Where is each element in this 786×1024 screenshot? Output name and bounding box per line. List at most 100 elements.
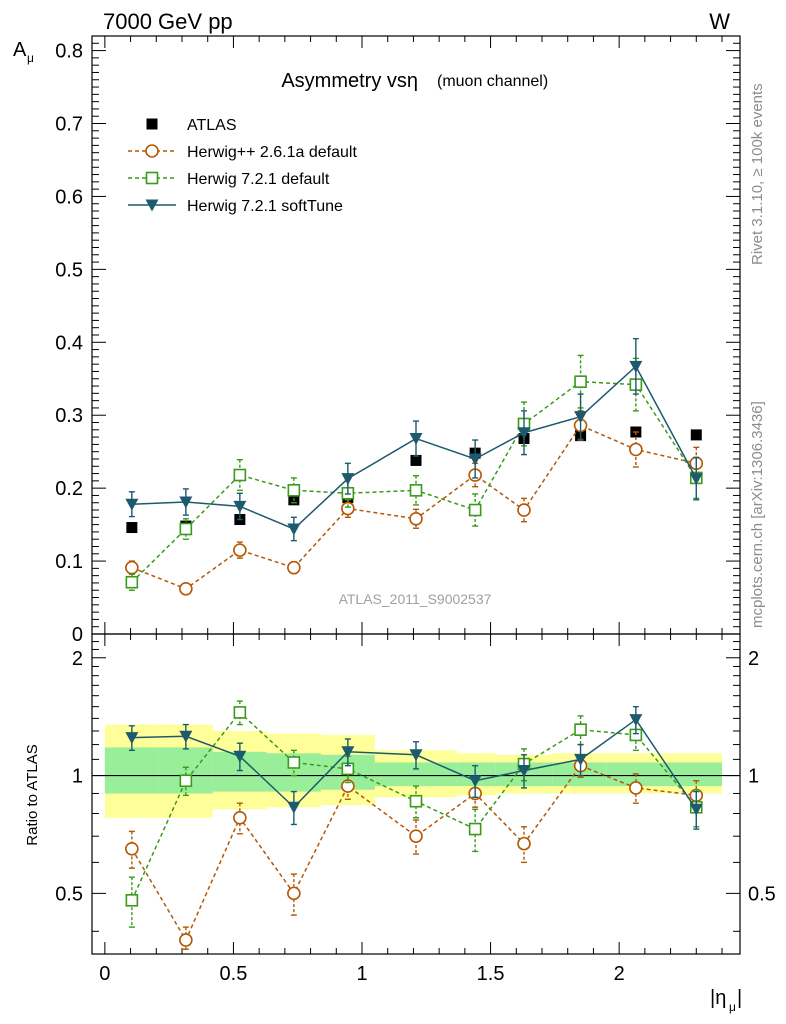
point-herwig-7-2-1-softtune	[125, 498, 139, 511]
chart-subtitle: (muon channel)	[437, 73, 548, 90]
point-herwig-2-6-1a-default	[409, 511, 423, 526]
point-herwig-7-2-1-softtune	[517, 427, 531, 440]
ratio-band-green	[374, 762, 458, 787]
y-axis-label: A	[13, 39, 27, 61]
ratio-y-tick-label: 1	[72, 766, 83, 788]
ratio-point-herwig-2-6-1a-default	[629, 781, 643, 795]
point-herwig-7-2-1-default	[287, 484, 301, 497]
mcplots-reference-label: mcplots.cern.ch [arXiv:1306.3436]	[749, 401, 766, 628]
analysis-tag: ATLAS_2011_S9002537	[339, 591, 492, 607]
ratio-band-green	[457, 762, 496, 787]
legend-marker	[145, 171, 159, 185]
ratio-point-herwig-2-6-1a-default	[125, 841, 139, 856]
header-process: W	[709, 9, 730, 34]
x-axis-label-end: |	[737, 987, 742, 1009]
ratio-point-herwig-2-6-1a-default	[517, 836, 531, 851]
x-axis-label-sub: μ	[729, 1000, 736, 1014]
point-herwig-2-6-1a-default	[341, 501, 355, 516]
point-herwig-7-2-1-softtune	[574, 411, 588, 424]
main-marks	[125, 337, 704, 596]
y-tick-label: 0.5	[55, 259, 83, 281]
header-energy: 7000 GeV pp	[103, 9, 233, 34]
ratio-point-herwig-7-2-1-softtune	[233, 750, 247, 763]
y-tick-label: 0.2	[55, 478, 83, 500]
point-herwig-7-2-1-softtune	[629, 360, 643, 373]
ratio-y-tick-label-right: 1	[748, 766, 759, 788]
y-tick-label-zero: 0	[72, 624, 83, 646]
ratio-point-herwig-7-2-1-softtune	[629, 714, 643, 727]
legend-marker	[146, 118, 158, 130]
ratio-axis-label: Ratio to ATLAS	[24, 744, 41, 845]
ratio-point-herwig-7-2-1-default	[287, 756, 301, 769]
ratio-point-herwig-7-2-1-default	[179, 774, 193, 788]
ratio-point-herwig-7-2-1-default	[468, 822, 482, 836]
point-herwig-7-2-1-softtune	[689, 473, 703, 486]
point-herwig-2-6-1a-default	[233, 543, 247, 557]
chart-title: Asymmetry vsη	[281, 70, 418, 92]
ratio-y-tick-label-right: 0.5	[748, 883, 776, 905]
ratio-y-tick-label: 2	[72, 648, 83, 670]
ratio-point-herwig-7-2-1-default	[233, 706, 247, 719]
point-herwig-2-6-1a-default	[179, 581, 193, 596]
ratio-point-herwig-7-2-1-softtune	[574, 753, 588, 766]
ratio-frame	[91, 633, 741, 955]
ratio-point-herwig-7-2-1-softtune	[689, 803, 703, 816]
point-herwig-7-2-1-softtune	[233, 500, 247, 513]
y-tick-label: 0.4	[55, 332, 83, 354]
ratio-point-herwig-7-2-1-softtune	[125, 732, 139, 745]
point-atlas	[690, 429, 702, 441]
point-herwig-2-6-1a-default	[287, 560, 301, 575]
point-herwig-7-2-1-default	[468, 503, 482, 517]
point-herwig-7-2-1-default	[409, 484, 423, 497]
point-herwig-7-2-1-softtune	[287, 523, 301, 536]
point-herwig-7-2-1-softtune	[468, 453, 482, 466]
ratio-marks	[125, 700, 704, 950]
point-herwig-7-2-1-default	[233, 468, 247, 482]
ratio-y-tick-label: 0.5	[55, 883, 83, 905]
x-tick-label: 1.5	[477, 963, 505, 985]
ratio-point-herwig-2-6-1a-default	[287, 886, 301, 901]
x-tick-label: 1	[356, 963, 367, 985]
legend-label: Herwig++ 2.6.1a default	[187, 144, 357, 161]
ratio-point-herwig-7-2-1-default	[409, 794, 423, 808]
legend-marker	[145, 199, 159, 212]
ratio-uncertainty-bands	[92, 724, 740, 818]
y-tick-label: 0.8	[55, 41, 83, 63]
legend-label: Herwig 7.2.1 softTune	[187, 198, 343, 215]
ratio-point-herwig-2-6-1a-default	[233, 810, 247, 825]
point-herwig-7-2-1-softtune	[341, 473, 355, 486]
ratio-point-herwig-2-6-1a-default	[179, 933, 193, 947]
ratio-point-herwig-7-2-1-softtune	[287, 801, 301, 814]
ratio-point-herwig-7-2-1-default	[125, 894, 139, 907]
ratio-point-herwig-7-2-1-softtune	[468, 775, 482, 788]
point-herwig-7-2-1-default	[125, 575, 139, 589]
point-herwig-2-6-1a-default	[629, 442, 643, 457]
point-herwig-7-2-1-default	[179, 522, 193, 536]
series-line-herwig-7-2-1-default	[131, 380, 697, 583]
x-tick-label: 0.5	[220, 963, 248, 985]
ratio-point-herwig-7-2-1-softtune	[409, 749, 423, 762]
ratio-point-herwig-7-2-1-softtune	[179, 730, 193, 743]
point-herwig-7-2-1-softtune	[409, 433, 423, 446]
point-atlas	[126, 522, 138, 534]
series-line-herwig-2-6-1a-default	[131, 424, 697, 590]
main-ticks: 0.1 0.2 0.3 0.4 0.5 0.6 0.7 0.8 0	[55, 35, 740, 646]
ratio-ticks: 0 0.5 1 1.5 2 0.5 1 2 0.5 1 2	[55, 634, 776, 985]
y-tick-label: 0.7	[55, 114, 83, 136]
point-atlas	[410, 454, 422, 466]
point-herwig-7-2-1-softtune	[179, 496, 193, 509]
legend-marker	[145, 144, 159, 158]
ratio-band-green	[665, 762, 722, 787]
point-herwig-7-2-1-default	[574, 375, 587, 388]
x-tick-label: 0	[99, 963, 110, 985]
legend: ATLAS Herwig++ 2.6.1a default Herwig 7.2.1…	[128, 117, 357, 215]
y-tick-label: 0.3	[55, 405, 83, 427]
ratio-y-tick-label-right: 2	[748, 648, 759, 670]
ratio-band-green	[552, 762, 607, 787]
ratio-point-herwig-7-2-1-softtune	[341, 746, 355, 759]
legend-label: Herwig 7.2.1 default	[187, 171, 330, 188]
x-axis-label: |η	[710, 987, 726, 1009]
y-tick-label: 0.1	[55, 551, 83, 573]
